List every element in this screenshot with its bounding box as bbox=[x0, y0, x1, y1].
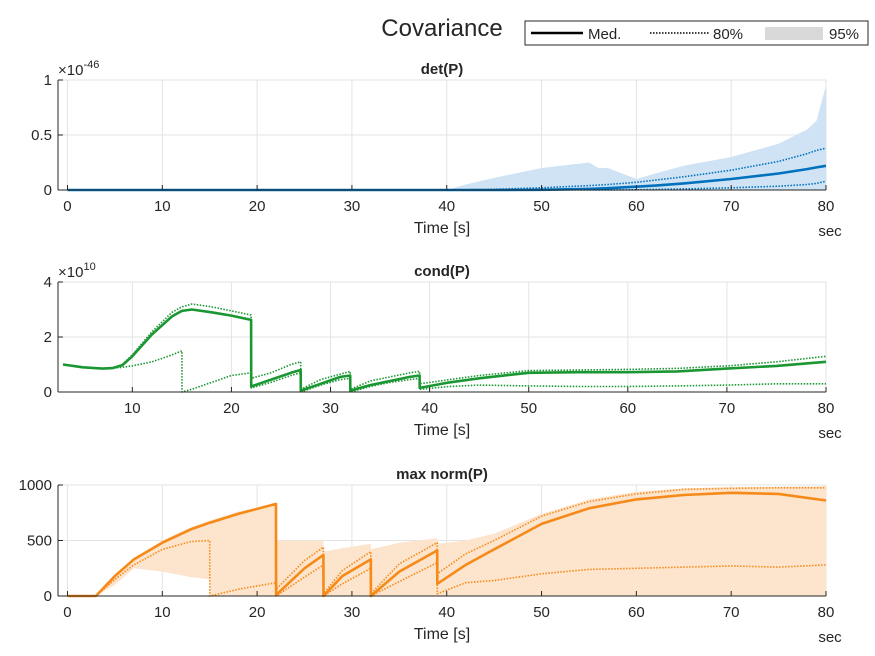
figure-title: Covariance bbox=[381, 15, 502, 42]
y-tick-label: 500 bbox=[27, 533, 52, 550]
x-tick-label: 50 bbox=[520, 400, 537, 417]
y-tick-label: 1 bbox=[44, 72, 52, 89]
series-80-lower bbox=[67, 180, 827, 191]
x-tick-label: 70 bbox=[723, 198, 740, 215]
legend-95-label: 95% bbox=[829, 26, 859, 43]
x-tick-label: 0 bbox=[63, 604, 71, 621]
panel-title: max norm(P) bbox=[396, 466, 488, 483]
x-tick-label: 20 bbox=[249, 198, 266, 215]
x-tick-label: 50 bbox=[533, 604, 550, 621]
x-tick-label: 40 bbox=[438, 198, 455, 215]
panel-title: det(P) bbox=[421, 61, 464, 78]
x-tick-label: 20 bbox=[223, 400, 240, 417]
x-tick-label: 30 bbox=[344, 604, 361, 621]
y-tick-label: 0 bbox=[44, 588, 52, 605]
y-tick-label: 0 bbox=[44, 182, 52, 199]
band-95 bbox=[67, 85, 826, 190]
y-tick-label: 1000 bbox=[19, 477, 52, 494]
x-tick-label: 20 bbox=[249, 604, 266, 621]
x-tick-label: 80 bbox=[818, 400, 835, 417]
y-tick-label: 0.5 bbox=[31, 127, 52, 144]
x-tick-label: 50 bbox=[533, 198, 550, 215]
x-unit-label: sec bbox=[818, 223, 842, 240]
x-axis-label: Time [s] bbox=[414, 422, 470, 439]
x-tick-label: 60 bbox=[628, 198, 645, 215]
legend-median-label: Med. bbox=[588, 26, 621, 43]
series-median bbox=[62, 308, 827, 392]
y-tick-label: 4 bbox=[44, 274, 52, 291]
legend-80-label: 80% bbox=[713, 26, 743, 43]
x-tick-label: 40 bbox=[438, 604, 455, 621]
x-tick-label: 60 bbox=[619, 400, 636, 417]
legend-95-swatch bbox=[765, 27, 823, 40]
x-tick-label: 70 bbox=[723, 604, 740, 621]
x-axis-label: Time [s] bbox=[414, 626, 470, 643]
x-tick-label: 30 bbox=[322, 400, 339, 417]
x-tick-label: 40 bbox=[421, 400, 438, 417]
x-tick-label: 10 bbox=[154, 198, 171, 215]
x-tick-label: 10 bbox=[124, 400, 141, 417]
x-tick-label: 80 bbox=[818, 604, 835, 621]
x-axis-label: Time [s] bbox=[414, 220, 470, 237]
y-tick-label: 2 bbox=[44, 329, 52, 346]
x-tick-label: 80 bbox=[818, 198, 835, 215]
x-unit-label: sec bbox=[818, 425, 842, 442]
x-unit-label: sec bbox=[818, 629, 842, 646]
x-tick-label: 0 bbox=[63, 198, 71, 215]
series-80-lower bbox=[62, 350, 826, 393]
x-tick-label: 70 bbox=[719, 400, 736, 417]
x-tick-label: 10 bbox=[154, 604, 171, 621]
x-tick-label: 60 bbox=[628, 604, 645, 621]
panel-3: 0 10 20 30 40 50 60 70 80 0 500 1000 max norm(P) Time… bbox=[19, 466, 843, 646]
panel-title: cond(P) bbox=[414, 263, 470, 280]
legend: Med. 80% 95% bbox=[524, 20, 869, 46]
y-tick-label: 0 bbox=[44, 384, 52, 401]
x-tick-label: 30 bbox=[344, 198, 361, 215]
